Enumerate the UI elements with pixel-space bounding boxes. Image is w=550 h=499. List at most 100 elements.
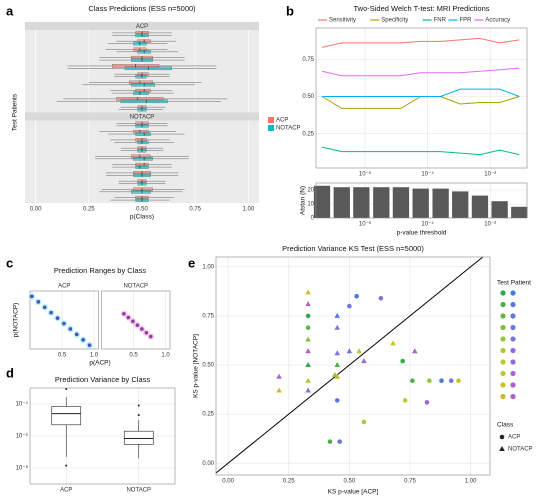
point [427,378,432,384]
y-tick-label: 0.00 [202,461,214,467]
legend-label: FPR [460,18,473,24]
point [337,439,342,444]
point [305,362,311,368]
point [305,289,311,295]
legend-swatch [500,370,506,377]
point [129,318,137,325]
y-tick-label: 10⁻⁶ [16,433,29,440]
point [35,298,42,306]
point [334,362,341,368]
legend-swatch [510,359,516,365]
bar [333,187,350,218]
legend-label: Specificity [381,18,408,24]
y-tick-label: 0.75 [202,313,214,319]
box [135,165,149,169]
panel-label: b [286,3,294,18]
legend-label: NOTACP [508,447,533,453]
x-tick-label: 1.0 [90,353,99,359]
facet-label: NOTACP [123,284,148,290]
box [123,430,154,445]
y-tick-label: 0.50 [302,94,314,100]
legend-swatch [500,301,506,308]
point [361,419,367,425]
legend-swatch [500,347,506,354]
box [133,157,153,161]
plot-frame [29,290,99,350]
point [334,350,341,356]
point [334,398,340,403]
chart-title: Prediction Variance KS Test (ESS n=5000) [282,244,424,253]
point [73,331,81,338]
y-tick-label: 0 [311,216,315,222]
plot-frame [29,387,176,485]
facet-label: ACP [136,24,148,30]
x-tick-label: 0.5 [129,353,138,359]
y-tick-label: 10⁻⁸ [16,465,29,472]
x-tick-label: 0.50 [344,479,356,485]
point [147,333,155,340]
x-tick-label: 0.50 [136,207,148,213]
point [120,310,128,318]
facet-label: ACP [58,284,70,290]
legend-swatch [500,336,506,342]
y-axis-label: Test Patients [12,93,19,131]
legend-swatch [268,125,274,131]
point [354,293,359,299]
point [138,325,146,333]
bar [491,201,508,218]
point [28,293,36,300]
legend-swatch [500,393,506,400]
point [125,314,132,321]
chart-title: Class Predictions (ESS n=5000) [88,4,196,13]
x-tick-label: 0.5 [58,353,67,359]
point [134,321,141,329]
bar [392,187,410,218]
panel-label: e [188,255,195,270]
x-tick-label: 10⁻² [484,222,496,228]
legend-swatch [510,336,516,342]
x-axis-label: p(ACP) [89,360,110,367]
x-tick-label: 0.00 [30,207,42,213]
x-tick-label: 0.75 [189,207,201,213]
legend-swatch [510,301,516,308]
x-tick-label: 1.00 [465,479,477,485]
point [305,313,311,319]
outlier [137,404,140,407]
x-tick-label: 0.00 [222,479,234,485]
y-axis-label: p(NOTACP) [13,303,20,338]
panel-label: c [6,255,13,270]
chart-title: Two-Sided Welch T-test: MRI Predictions [353,4,489,13]
point [456,378,461,384]
point [412,348,418,354]
point [332,371,338,377]
legend-swatch [500,382,506,388]
legend-swatch [510,393,516,400]
y-axis-label: Atstan (N) [300,186,307,215]
legend-swatch [500,359,506,365]
point [276,387,282,393]
x-tick-label: 0.75 [404,479,416,485]
x-tick-label: 10⁻² [484,172,496,178]
legend-swatch [500,290,506,296]
panel-label: d [6,365,14,380]
y-tick-label: 0.25 [302,131,314,137]
point [305,336,311,342]
point [334,312,341,318]
point [67,325,74,333]
point [276,373,282,379]
point [424,400,430,405]
outlier [137,414,140,417]
line [321,96,520,109]
bar [432,188,449,218]
box [133,91,149,95]
legend-swatch [499,446,505,451]
legend-swatch [500,324,506,331]
x-tick-label: 1.0 [161,353,170,359]
outlier [65,464,68,467]
y-tick-label: 0.50 [202,363,214,369]
legend-label: FNR [434,18,447,24]
bar [511,206,528,218]
point [448,378,454,384]
x-tick-label: 1.00 [243,207,255,213]
